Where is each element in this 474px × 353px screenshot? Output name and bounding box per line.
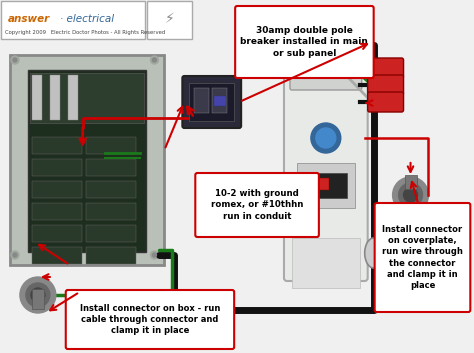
Bar <box>32 75 42 120</box>
Circle shape <box>150 251 158 259</box>
Bar <box>86 203 136 220</box>
Circle shape <box>399 183 422 207</box>
FancyBboxPatch shape <box>194 88 209 113</box>
Bar <box>404 175 417 189</box>
FancyBboxPatch shape <box>1 1 146 39</box>
Text: 10-2 with ground
romex, or #10thhn
run in conduit: 10-2 with ground romex, or #10thhn run i… <box>211 190 303 221</box>
Circle shape <box>26 283 50 307</box>
Bar <box>309 178 329 190</box>
FancyBboxPatch shape <box>28 70 146 252</box>
Bar <box>32 203 82 220</box>
FancyBboxPatch shape <box>368 75 403 95</box>
FancyBboxPatch shape <box>368 92 403 112</box>
FancyBboxPatch shape <box>305 173 347 198</box>
FancyBboxPatch shape <box>182 76 241 128</box>
Bar <box>86 181 136 198</box>
Bar <box>86 137 136 154</box>
Circle shape <box>403 188 418 202</box>
FancyBboxPatch shape <box>66 290 234 349</box>
Text: 30amp double pole
breaker installed in main
or sub panel: 30amp double pole breaker installed in m… <box>240 26 368 58</box>
FancyBboxPatch shape <box>212 88 227 113</box>
FancyBboxPatch shape <box>30 73 145 123</box>
Bar <box>68 75 78 120</box>
Circle shape <box>311 123 341 153</box>
Circle shape <box>20 277 56 313</box>
Circle shape <box>153 58 156 62</box>
Text: · electrical: · electrical <box>60 14 114 24</box>
Circle shape <box>31 288 45 302</box>
Circle shape <box>13 253 17 257</box>
Circle shape <box>13 58 17 62</box>
Circle shape <box>153 253 156 257</box>
Bar <box>50 75 60 120</box>
FancyBboxPatch shape <box>374 203 470 312</box>
Bar <box>32 137 82 154</box>
FancyBboxPatch shape <box>10 55 164 265</box>
Text: answer: answer <box>8 14 50 24</box>
FancyBboxPatch shape <box>290 56 362 90</box>
FancyBboxPatch shape <box>189 83 234 121</box>
Bar <box>32 247 82 264</box>
Text: Install connector
on coverplate,
run wire through
the connector
and clamp it in
: Install connector on coverplate, run wir… <box>382 225 463 290</box>
Circle shape <box>11 251 19 259</box>
FancyBboxPatch shape <box>235 6 374 78</box>
Text: Install connector on box - run
cable through connector and
clamp it in place: Install connector on box - run cable thr… <box>80 304 220 335</box>
FancyBboxPatch shape <box>292 238 360 288</box>
Ellipse shape <box>365 238 383 268</box>
Bar <box>86 159 136 176</box>
FancyBboxPatch shape <box>297 163 355 208</box>
Bar <box>32 225 82 242</box>
Circle shape <box>150 56 158 64</box>
Circle shape <box>392 177 428 213</box>
Bar <box>32 181 82 198</box>
FancyBboxPatch shape <box>195 173 319 237</box>
FancyBboxPatch shape <box>284 75 368 281</box>
FancyBboxPatch shape <box>214 96 226 106</box>
Bar <box>32 159 82 176</box>
Bar <box>86 247 136 264</box>
FancyBboxPatch shape <box>368 58 403 78</box>
Text: ⚡: ⚡ <box>164 12 174 26</box>
Bar <box>32 289 44 309</box>
Circle shape <box>316 128 336 148</box>
Bar <box>86 225 136 242</box>
FancyBboxPatch shape <box>147 1 192 39</box>
Text: Copyright 2009   Electric Doctor Photos - All Rights Reserved: Copyright 2009 Electric Doctor Photos - … <box>5 30 165 35</box>
Circle shape <box>11 56 19 64</box>
